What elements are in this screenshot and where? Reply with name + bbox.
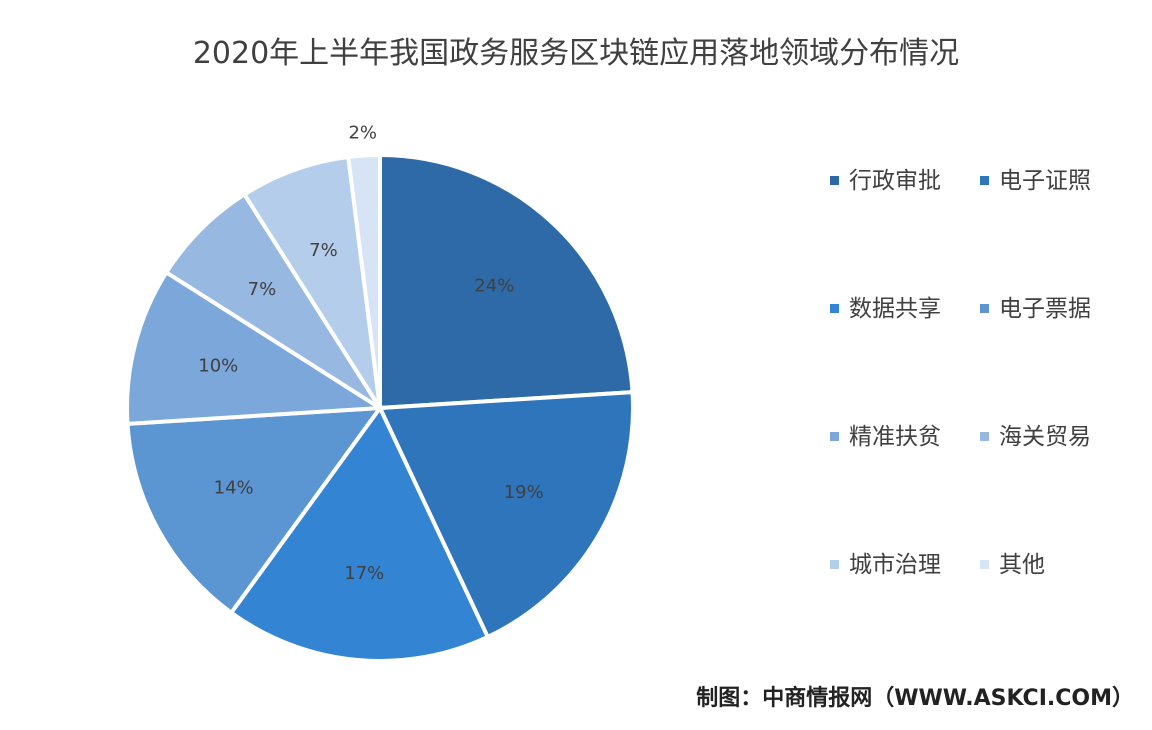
legend-item: 城市治理 — [830, 546, 980, 586]
slice-value-label: 7% — [248, 279, 277, 300]
slice-value-label: 19% — [504, 482, 544, 503]
legend-label: 电子票据 — [999, 296, 1091, 322]
legend-label: 海关贸易 — [999, 424, 1091, 450]
legend-item: 精准扶贫 — [830, 418, 980, 458]
legend-label: 行政审批 — [849, 168, 941, 194]
legend-label: 精准扶贫 — [849, 424, 941, 450]
pie-slice — [163, 191, 382, 410]
legend-swatch — [980, 560, 989, 569]
slice-value-label: 7% — [309, 240, 338, 261]
legend-swatch — [980, 176, 989, 185]
legend-item: 电子票据 — [980, 290, 1130, 330]
pie-slice — [228, 404, 491, 663]
legend-swatch — [830, 176, 839, 185]
legend-swatch — [980, 432, 989, 441]
pie-slice — [378, 152, 635, 411]
slice-value-label: 14% — [214, 477, 254, 498]
source-credit: 制图：中商情报网（WWW.ASKCI.COM） — [696, 686, 1134, 711]
legend-item: 电子证照 — [980, 162, 1130, 202]
legend-item: 海关贸易 — [980, 418, 1130, 458]
legend: 行政审批 电子证照数据共享 电子票据精准扶贫 海关贸易城市治理 其他 — [830, 162, 1140, 674]
legend-swatch — [830, 304, 839, 313]
slice-value-label: 17% — [344, 563, 384, 584]
pie-slice — [376, 389, 635, 640]
slice-value-label: 24% — [474, 275, 514, 296]
legend-item: 其他 — [980, 546, 1130, 586]
chart-title: 2020年上半年我国政务服务区块链应用落地领域分布情况 — [192, 36, 960, 71]
pie-slice — [125, 405, 385, 616]
legend-swatch — [830, 560, 839, 569]
legend-swatch — [980, 304, 989, 313]
legend-label: 城市治理 — [849, 552, 941, 578]
slice-value-label: 2% — [348, 123, 377, 144]
pie-slice — [241, 154, 382, 410]
legend-label: 其他 — [999, 552, 1045, 578]
legend-label: 数据共享 — [849, 296, 941, 322]
legend-item: 行政审批 — [830, 162, 980, 202]
pie-slice — [346, 152, 382, 409]
legend-label: 电子证照 — [999, 168, 1091, 194]
legend-swatch — [830, 432, 839, 441]
legend-item: 数据共享 — [830, 290, 980, 330]
pie-slice — [125, 269, 387, 427]
slice-value-label: 10% — [198, 355, 238, 376]
